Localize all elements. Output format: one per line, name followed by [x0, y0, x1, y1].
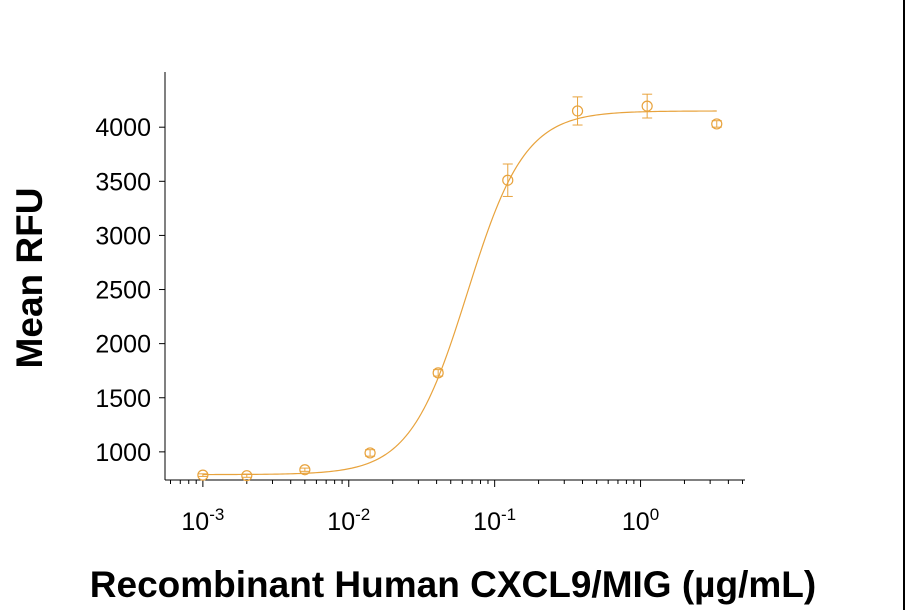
fit-curve-group [202, 110, 717, 476]
data-point [502, 174, 514, 186]
data-point [241, 470, 253, 482]
data-point [197, 469, 209, 481]
x-tick-label: 10-3 [181, 505, 224, 536]
fit-curve [202, 110, 717, 476]
y-tick-label: 1000 [95, 439, 151, 467]
y-tick-label: 2500 [95, 277, 151, 305]
x-axis-ticks: 10-3 10-2 10-1 100 [170, 480, 744, 536]
y-tick-label: 3500 [95, 168, 151, 196]
x-axis-title: Recombinant Human CXCL9/MIG (µg/mL) [90, 564, 816, 605]
y-axis-title: Mean RFU [9, 188, 50, 369]
data-point [711, 118, 723, 130]
y-tick-label: 4000 [95, 114, 151, 142]
x-tick-label: 100 [622, 505, 659, 536]
y-tick-label: 1500 [95, 385, 151, 413]
axes [164, 72, 745, 481]
data-point [432, 367, 444, 379]
y-tick-label: 3000 [95, 222, 151, 250]
data-point [571, 105, 584, 117]
y-axis-ticks: 1000 1500 2000 2500 3000 3500 4000 [95, 114, 165, 467]
data-points [197, 93, 723, 482]
x-tick-label: 10-1 [473, 505, 516, 536]
data-point [641, 100, 653, 112]
x-tick-label: 10-2 [327, 505, 370, 536]
y-tick-label: 2000 [95, 331, 151, 359]
figure-right-border [903, 0, 905, 610]
data-point [299, 464, 311, 476]
data-point [364, 447, 376, 459]
